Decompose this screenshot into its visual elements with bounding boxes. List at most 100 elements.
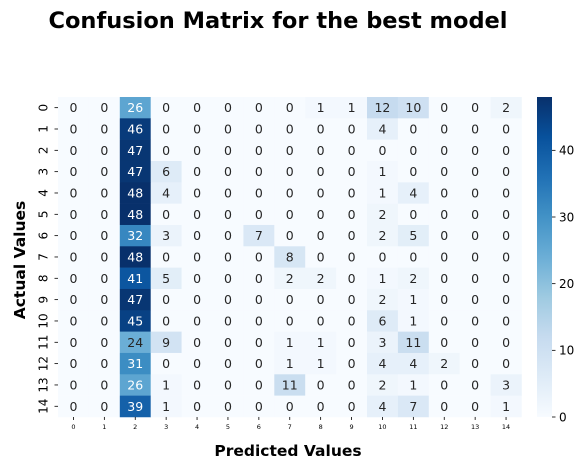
heatmap-cell xyxy=(274,97,306,119)
cell-value-label: 0 xyxy=(69,399,77,414)
x-tick-label: 11 xyxy=(409,423,417,431)
heatmap-cell xyxy=(367,288,399,311)
heatmap-cell xyxy=(428,352,460,375)
heatmap-cell xyxy=(88,203,121,226)
heatmap-cell xyxy=(88,160,121,183)
cell-value-label: 0 xyxy=(317,249,325,264)
heatmap-cell xyxy=(181,352,213,375)
cell-value-label: 2 xyxy=(317,271,325,286)
heatmap-cell xyxy=(459,97,491,119)
heatmap-cell xyxy=(150,224,182,247)
cell-value-label: 4 xyxy=(378,356,386,371)
heatmap-cell xyxy=(397,374,430,396)
heatmap-cell xyxy=(305,182,337,204)
cell-value-label: 0 xyxy=(471,121,479,136)
heatmap-cell xyxy=(367,331,399,354)
cell-value-label: 0 xyxy=(409,121,417,136)
heatmap-cell xyxy=(305,139,337,162)
x-tick-label: 5 xyxy=(226,423,230,431)
heatmap-cell xyxy=(58,352,90,375)
heatmap-cell xyxy=(367,224,399,247)
chart-title: Confusion Matrix for the best model xyxy=(48,8,507,34)
x-tick-label: 2 xyxy=(133,423,137,431)
heatmap-cell xyxy=(459,352,491,375)
cell-value-label: 0 xyxy=(162,292,170,307)
heatmap-cell xyxy=(150,97,182,119)
cell-value-label: 0 xyxy=(348,143,356,158)
heatmap-cell xyxy=(336,331,368,354)
heatmap-cell xyxy=(88,97,121,119)
cell-value-label: 1 xyxy=(348,100,356,115)
y-tick-label: 2 xyxy=(37,147,51,155)
y-tick-label: 11 xyxy=(37,335,51,350)
cell-value-label: 0 xyxy=(255,313,263,328)
cell-value-label: 0 xyxy=(255,100,263,115)
heatmap-cell xyxy=(243,139,275,162)
heatmap-cell xyxy=(459,331,491,354)
heatmap-cell xyxy=(150,288,182,311)
colorbar-tick-label: 30 xyxy=(559,210,574,224)
heatmap-cell xyxy=(58,182,90,204)
heatmap-cell xyxy=(367,246,399,268)
cell-value-label: 11 xyxy=(282,377,298,392)
heatmap-cell xyxy=(150,374,182,396)
heatmap-cell xyxy=(305,246,337,268)
heatmap-cell xyxy=(119,139,151,162)
cell-value-label: 0 xyxy=(224,185,232,200)
cell-value-label: 0 xyxy=(255,377,263,392)
heatmap-cell xyxy=(243,395,275,418)
cell-value-label: 2 xyxy=(378,377,386,392)
y-tick-label: 10 xyxy=(37,313,51,328)
cell-value-label: 2 xyxy=(378,207,386,222)
cell-value-label: 32 xyxy=(127,228,143,243)
cell-value-label: 0 xyxy=(224,377,232,392)
cell-value-label: 0 xyxy=(440,185,448,200)
heatmap-cell xyxy=(274,246,306,268)
heatmap-cell xyxy=(212,182,244,204)
cell-value-label: 0 xyxy=(440,313,448,328)
cell-value-label: 6 xyxy=(162,164,170,179)
cell-value-label: 0 xyxy=(224,335,232,350)
cell-value-label: 0 xyxy=(409,249,417,264)
cell-value-label: 0 xyxy=(317,164,325,179)
heatmap-cell xyxy=(150,267,182,290)
cell-value-label: 0 xyxy=(193,143,201,158)
cell-value-label: 0 xyxy=(100,292,108,307)
heatmap-cell xyxy=(181,395,213,418)
heatmap-cell xyxy=(428,331,460,354)
heatmap-cell xyxy=(305,374,337,396)
cell-value-label: 0 xyxy=(69,335,77,350)
heatmap-cell xyxy=(212,288,244,311)
heatmap-cell xyxy=(459,288,491,311)
cell-value-label: 5 xyxy=(409,228,417,243)
cell-value-label: 0 xyxy=(224,100,232,115)
heatmap-cell xyxy=(119,352,151,375)
cell-value-label: 4 xyxy=(409,356,417,371)
heatmap-cell xyxy=(243,246,275,268)
heatmap-cell xyxy=(336,160,368,183)
cell-value-label: 0 xyxy=(224,143,232,158)
heatmap-cell xyxy=(367,310,399,332)
x-tick-label: 3 xyxy=(164,423,168,431)
heatmap-cell xyxy=(367,395,399,418)
cell-value-label: 0 xyxy=(471,228,479,243)
heatmap-cell xyxy=(336,352,368,375)
cell-value-label: 0 xyxy=(378,249,386,264)
cell-value-label: 0 xyxy=(255,249,263,264)
y-tick-label: 7 xyxy=(37,253,51,261)
cell-value-label: 2 xyxy=(286,271,294,286)
heatmap-cell xyxy=(490,267,522,290)
cell-value-label: 0 xyxy=(471,335,479,350)
x-tick-label: 10 xyxy=(378,423,386,431)
cell-value-label: 0 xyxy=(471,377,479,392)
y-tick-label: 3 xyxy=(37,168,51,176)
heatmap-cell xyxy=(119,310,151,332)
cell-value-label: 26 xyxy=(127,377,143,392)
heatmap-cell xyxy=(243,374,275,396)
cell-value-label: 0 xyxy=(224,121,232,136)
heatmap-cell xyxy=(305,160,337,183)
x-tick-label: 1 xyxy=(102,423,106,431)
heatmap-cell xyxy=(181,224,213,247)
cell-value-label: 0 xyxy=(255,185,263,200)
cell-value-label: 0 xyxy=(193,164,201,179)
